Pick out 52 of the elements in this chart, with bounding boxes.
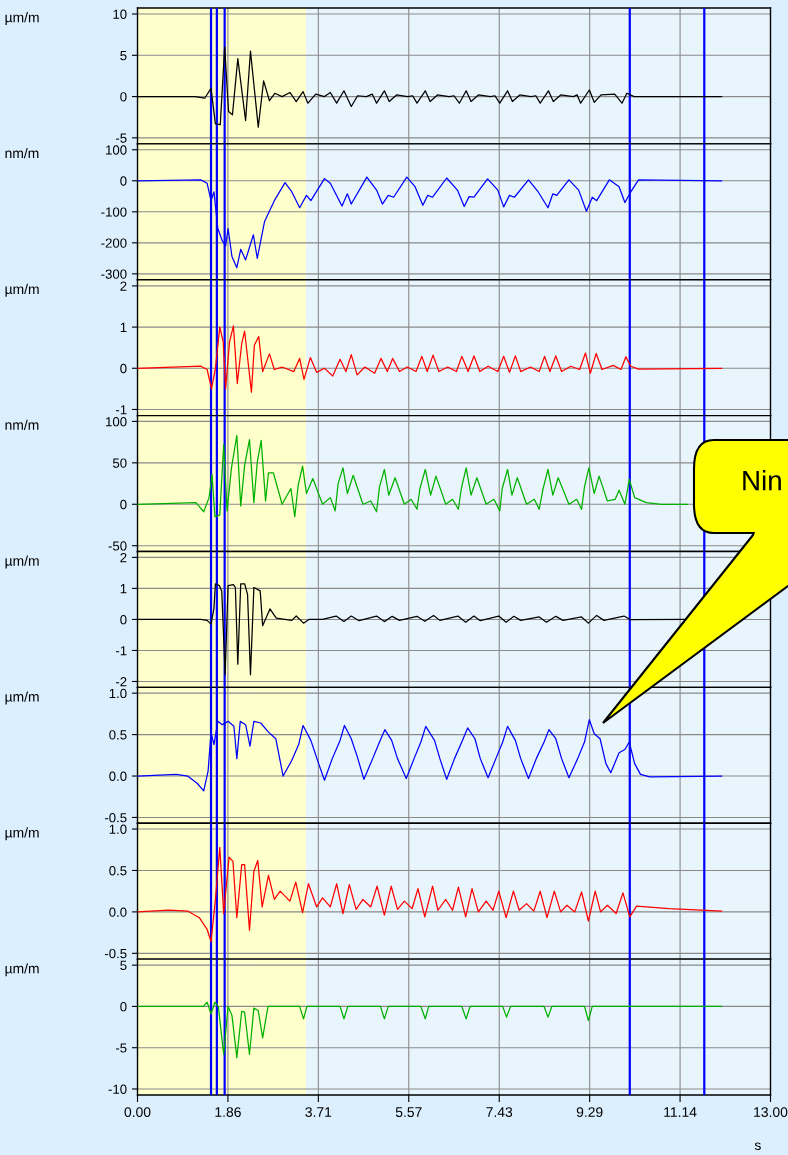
y-tick-label: 0 (120, 363, 127, 374)
y-tick-label: 50 (112, 458, 127, 468)
annotation: Nin (743, 470, 781, 491)
y-tick-label: 0.0 (109, 907, 127, 917)
x-tick-label: 7.43 (486, 1107, 513, 1118)
x-tick-label: 5.57 (395, 1107, 422, 1118)
x-tick-label: 3.71 (305, 1107, 332, 1118)
y-tick-label: 100 (106, 416, 127, 427)
y-tick-label: 5 (120, 51, 127, 61)
y-axis-title: µm/m (5, 555, 39, 569)
y-tick-label: -50 (108, 541, 127, 551)
y-tick-label: 2 (120, 281, 127, 291)
x-axis-title: s (754, 1142, 761, 1151)
y-tick-label: -1 (115, 405, 127, 415)
y-tick-label: 0 (120, 92, 127, 102)
y-tick-label: -5 (115, 1043, 127, 1053)
y-tick-label: -10 (108, 1084, 127, 1094)
y-tick-label: 10 (113, 9, 127, 19)
x-tick-label: 9.29 (576, 1107, 603, 1118)
y-tick-label: -2 (115, 677, 127, 687)
x-tick-label: 11.14 (664, 1107, 697, 1117)
y-tick-label: 0.5 (109, 866, 127, 876)
y-tick-label: 100 (106, 145, 127, 155)
y-tick-label: 0.5 (109, 730, 127, 740)
y-tick-label: 1 (120, 322, 127, 332)
y-tick-label: -0.5 (104, 948, 127, 959)
y-tick-label: 0 (120, 1001, 127, 1012)
y-axis-title: µm/m (5, 283, 39, 297)
y-axis-title: µm/m (5, 827, 39, 841)
y-tick-label: 0.0 (109, 771, 127, 781)
y-tick-label: 0 (120, 176, 127, 186)
x-tick-label: 0.00 (124, 1107, 151, 1118)
y-tick-label: -0.5 (104, 813, 127, 823)
y-tick-label: 2 (120, 552, 127, 563)
y-tick-label: 0 (120, 499, 127, 510)
y-tick-label: -100 (101, 207, 127, 217)
y-axis-title: nm/m (5, 147, 39, 159)
y-tick-label: 1.0 (109, 824, 127, 834)
y-tick-label: 1 (120, 584, 127, 594)
y-tick-label: -300 (101, 269, 127, 279)
x-tick-label: 1.86 (215, 1107, 241, 1118)
y-tick-label: -1 (115, 646, 127, 656)
y-tick-label: -5 (115, 133, 127, 143)
y-axis-title: µm/m (5, 963, 39, 977)
y-axis-title: nm/m (5, 419, 39, 430)
y-tick-label: 5 (120, 960, 127, 971)
y-axis-title: µm/m (5, 12, 39, 26)
y-axis-title: µm/m (5, 691, 39, 705)
y-tick-label: 1.0 (109, 688, 127, 699)
x-tick-label: 13.00 (754, 1107, 788, 1118)
y-tick-label: -200 (101, 238, 127, 248)
y-tick-label: 0 (120, 615, 127, 625)
